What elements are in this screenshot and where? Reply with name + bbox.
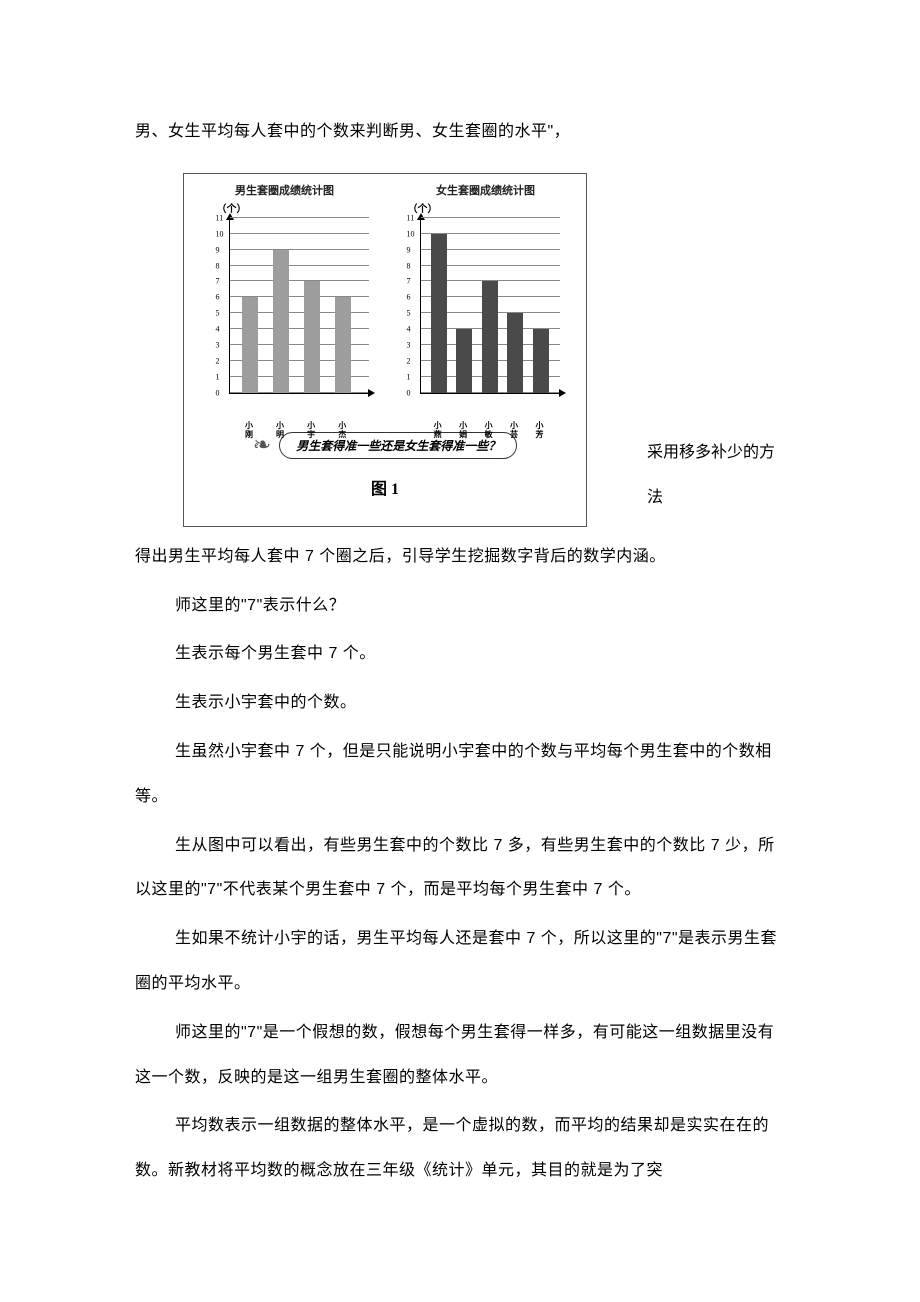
bar <box>482 281 498 392</box>
y-tick: 5 <box>407 309 411 318</box>
paragraph-7: 生如果不统计小宇的话，男生平均每人还是套中 7 个，所以这里的"7"是表示男生套… <box>135 917 785 1007</box>
y-tick: 8 <box>407 261 411 270</box>
x-label: 小敏 <box>480 422 498 440</box>
paragraph-2: 师这里的"7"表示什么？ <box>135 584 785 629</box>
y-tick: 11 <box>216 213 224 222</box>
y-tick: 2 <box>216 356 220 365</box>
y-tick: 3 <box>407 341 411 350</box>
x-label: 小明 <box>271 422 289 440</box>
grid-line <box>230 233 369 234</box>
paragraph-8: 师这里的"7"是一个假想的数，假想每个男生套得一样多，有可能这一组数据里没有这一… <box>135 1011 785 1101</box>
figure-row: 男生套圈成绩统计图 女生套圈成绩统计图 （个） 01234567891011 小… <box>135 173 785 527</box>
grid-line <box>230 217 369 218</box>
paragraph-6: 生从图中可以看出，有些男生套中的个数比 7 多，有些男生套中的个数比 7 少，所… <box>135 824 785 914</box>
y-tick: 9 <box>216 245 220 254</box>
x-label: 小芳 <box>531 422 549 440</box>
y-tick: 0 <box>407 388 411 397</box>
intro-text: 男、女生平均每人套中的个数来判断男、女生套圈的水平"， <box>135 110 785 155</box>
bar <box>273 250 289 393</box>
y-tick: 5 <box>216 309 220 318</box>
y-tick: 6 <box>407 293 411 302</box>
y-tick: 11 <box>407 213 415 222</box>
y-tick: 7 <box>216 277 220 286</box>
grid-line <box>230 265 369 266</box>
paragraph-1: 得出男生平均每人套中 7 个圈之后，引导学生挖掘数字背后的数学内涵。 <box>135 535 785 580</box>
bar <box>431 234 447 393</box>
girls-chart: （个） 01234567891011 小燕小娟小敏小芸小芳 <box>396 202 566 422</box>
y-tick: 3 <box>216 341 220 350</box>
y-tick: 2 <box>407 356 411 365</box>
figure-block: 男生套圈成绩统计图 女生套圈成绩统计图 （个） 01234567891011 小… <box>135 173 587 527</box>
figure-caption: 图 1 <box>184 475 586 499</box>
x-label: 小宇 <box>302 422 320 440</box>
grid-line <box>230 249 369 250</box>
y-tick: 9 <box>407 245 411 254</box>
after-figure-text: 采用移多补少的方法 <box>647 431 785 527</box>
x-label: 小燕 <box>429 422 447 440</box>
chart-figure: 男生套圈成绩统计图 女生套圈成绩统计图 （个） 01234567891011 小… <box>183 173 587 527</box>
y-tick: 1 <box>216 372 220 381</box>
grid-line <box>421 217 560 218</box>
paragraph-4: 生表示小宇套中的个数。 <box>135 681 785 726</box>
bar <box>507 313 523 393</box>
paragraph-5: 生虽然小宇套中 7 个，但是只能说明小宇套中的个数与平均每个男生套中的个数相等。 <box>135 730 785 820</box>
y-tick: 10 <box>216 229 224 238</box>
girls-chart-title: 女生套圈成绩统计图 <box>436 182 535 198</box>
x-label: 小娟 <box>454 422 472 440</box>
bar <box>335 297 351 392</box>
y-tick: 4 <box>216 325 220 334</box>
y-tick: 0 <box>216 388 220 397</box>
bar <box>533 329 549 393</box>
y-tick: 8 <box>216 261 220 270</box>
grid-line <box>230 280 369 281</box>
y-tick: 7 <box>407 277 411 286</box>
y-tick: 10 <box>407 229 415 238</box>
x-label: 小芸 <box>505 422 523 440</box>
x-label: 小杰 <box>333 422 351 440</box>
y-tick: 4 <box>407 325 411 334</box>
y-tick: 6 <box>216 293 220 302</box>
paragraph-9: 平均数表示一组数据的整体水平，是一个虚拟的数，而平均的结果却是实实在在的数。新教… <box>135 1104 785 1194</box>
bar <box>304 281 320 392</box>
boys-chart-title: 男生套圈成绩统计图 <box>235 182 334 198</box>
paragraph-3: 生表示每个男生套中 7 个。 <box>135 632 785 677</box>
bar <box>456 329 472 393</box>
bar <box>242 297 258 392</box>
x-label: 小刚 <box>240 422 258 440</box>
boys-chart: （个） 01234567891011 小刚小明小宇小杰 <box>205 202 375 422</box>
y-tick: 1 <box>407 372 411 381</box>
